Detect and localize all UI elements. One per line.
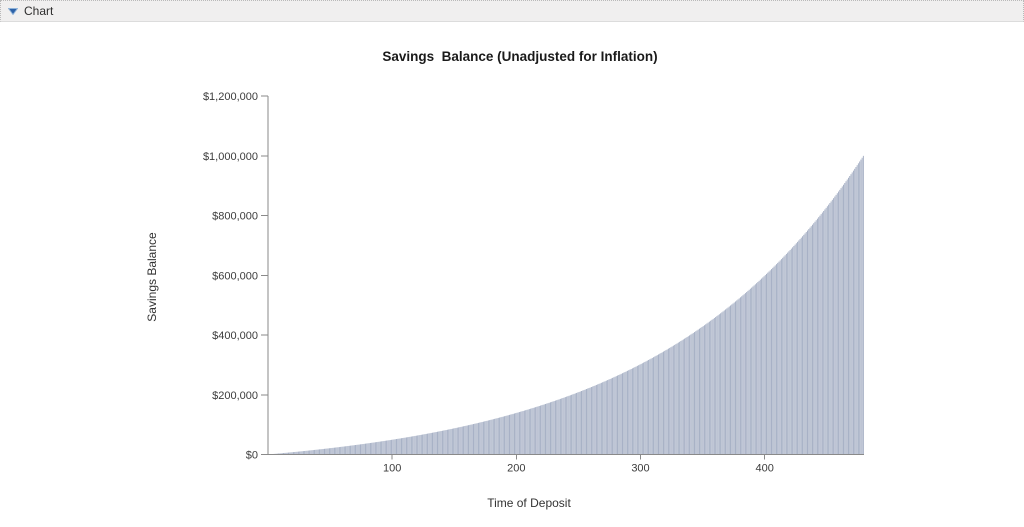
svg-text:$600,000: $600,000 [212,270,258,282]
svg-text:$0: $0 [246,450,258,462]
svg-text:$1,200,000: $1,200,000 [203,91,258,103]
svg-text:$400,000: $400,000 [212,330,258,342]
triangle-down-icon[interactable] [8,7,18,15]
panel-title: Chart [24,4,54,18]
chart-title: Savings Balance (Unadjusted for Inflatio… [382,49,658,64]
savings-bars [268,155,864,455]
svg-text:300: 300 [631,463,649,475]
x-axis-title: Time of Deposit [487,496,571,510]
svg-text:100: 100 [383,463,401,475]
svg-text:400: 400 [755,463,773,475]
svg-text:200: 200 [507,463,525,475]
chart-panel-header[interactable]: Chart [0,0,1024,22]
svg-text:$200,000: $200,000 [212,390,258,402]
svg-text:$800,000: $800,000 [212,211,258,223]
svg-text:$1,000,000: $1,000,000 [203,151,258,163]
